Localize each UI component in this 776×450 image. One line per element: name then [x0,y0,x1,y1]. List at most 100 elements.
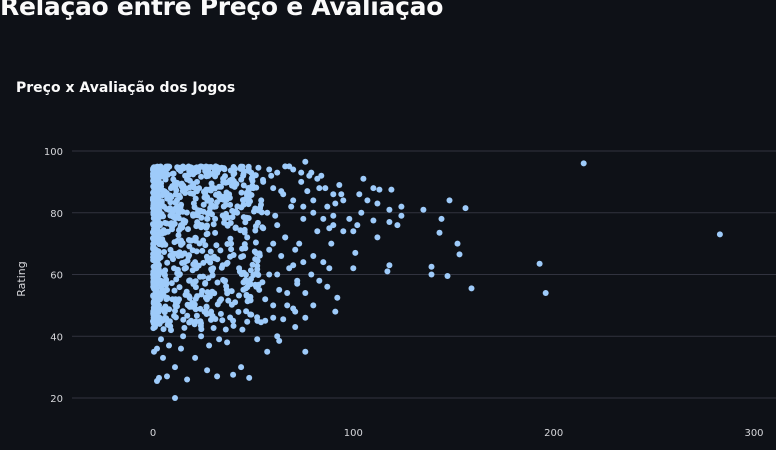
data-point[interactable] [240,172,247,179]
data-point[interactable] [259,279,266,286]
data-point[interactable] [150,196,157,203]
data-point[interactable] [212,185,218,192]
data-point[interactable] [262,296,269,303]
data-point[interactable] [202,242,209,249]
data-point[interactable] [580,160,587,167]
data-point[interactable] [251,248,258,255]
data-point[interactable] [152,276,159,283]
data-point[interactable] [192,354,199,361]
data-point[interactable] [181,324,188,331]
data-point[interactable] [178,201,185,208]
data-point[interactable] [336,182,343,188]
data-point[interactable] [166,306,173,313]
data-point[interactable] [207,248,214,255]
data-point[interactable] [211,290,218,297]
data-point[interactable] [176,284,183,291]
data-point[interactable] [542,290,549,296]
data-point[interactable] [171,312,178,319]
data-point[interactable] [252,227,259,234]
data-point[interactable] [240,214,247,221]
data-point[interactable] [255,272,262,278]
data-point[interactable] [223,210,229,217]
data-point[interactable] [244,318,251,325]
data-point[interactable] [162,176,169,183]
data-point[interactable] [386,262,393,269]
data-point[interactable] [182,172,189,179]
data-point[interactable] [268,172,275,179]
data-point[interactable] [188,237,195,244]
data-point[interactable] [358,209,365,216]
data-point[interactable] [206,342,213,349]
data-point[interactable] [153,180,160,187]
data-point[interactable] [280,316,287,323]
data-point[interactable] [213,166,219,173]
data-point[interactable] [196,185,203,192]
data-point[interactable] [248,192,255,198]
data-point[interactable] [160,169,166,176]
data-point[interactable] [180,333,187,340]
data-point[interactable] [154,264,161,271]
data-point[interactable] [428,263,435,270]
data-point[interactable] [230,252,237,258]
data-point[interactable] [212,215,219,222]
data-point[interactable] [186,168,193,175]
data-point[interactable] [229,182,235,189]
data-point[interactable] [164,286,170,293]
data-point[interactable] [179,208,186,215]
data-point[interactable] [436,229,443,236]
data-point[interactable] [292,324,299,330]
data-point[interactable] [204,194,211,201]
data-point[interactable] [216,192,223,199]
data-point[interactable] [716,231,723,238]
data-point[interactable] [244,192,250,198]
data-point[interactable] [242,277,249,284]
data-point[interactable] [170,170,177,177]
data-point[interactable] [300,259,307,266]
data-point[interactable] [168,280,175,287]
data-point[interactable] [197,318,204,325]
data-point[interactable] [274,271,281,278]
data-point[interactable] [310,197,317,204]
data-point[interactable] [330,222,337,229]
data-point[interactable] [203,304,210,311]
data-point[interactable] [220,165,227,172]
data-point[interactable] [152,324,158,330]
data-point[interactable] [198,333,205,340]
scatter-points[interactable] [150,158,723,401]
data-point[interactable] [340,197,347,204]
data-point[interactable] [200,201,207,208]
data-point[interactable] [224,290,231,297]
data-point[interactable] [314,175,321,182]
data-point[interactable] [213,242,220,249]
data-point[interactable] [266,271,273,278]
data-point[interactable] [162,278,169,285]
data-point[interactable] [173,276,180,283]
data-point[interactable] [241,229,248,236]
data-point[interactable] [186,277,193,284]
data-point[interactable] [228,240,235,247]
data-point[interactable] [304,188,311,195]
data-point[interactable] [182,218,189,225]
data-point[interactable] [302,158,309,165]
data-point[interactable] [168,194,175,201]
data-point[interactable] [468,285,475,292]
data-point[interactable] [183,264,189,271]
data-point[interactable] [174,179,181,186]
data-point[interactable] [398,212,405,219]
data-point[interactable] [151,232,158,239]
data-point[interactable] [230,371,237,378]
scatter-plot-canvas[interactable]: 0 100 200 300 20 40 60 80 100 Rating [0,60,776,450]
data-point[interactable] [222,277,229,284]
data-point[interactable] [172,395,178,401]
data-point[interactable] [162,314,168,321]
data-point[interactable] [252,239,259,246]
data-point[interactable] [374,234,381,241]
data-point[interactable] [310,302,317,309]
data-point[interactable] [198,173,205,180]
data-point[interactable] [192,235,199,242]
data-point[interactable] [185,253,192,260]
data-point[interactable] [232,299,239,306]
data-point[interactable] [298,178,305,185]
data-point[interactable] [186,295,193,301]
data-point[interactable] [394,222,401,229]
